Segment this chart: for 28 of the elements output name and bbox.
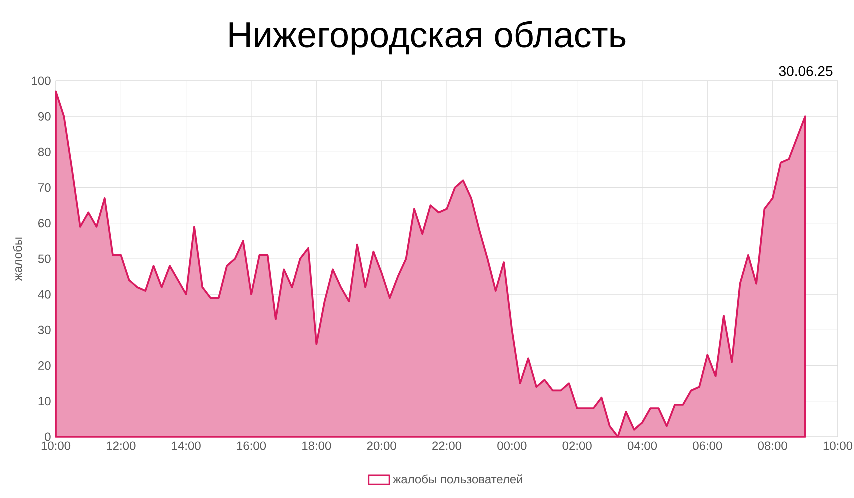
y-tick-label: 40 xyxy=(38,290,51,299)
x-tick-label: 14:00 xyxy=(172,442,201,450)
legend-label: жалобы пользователей xyxy=(393,474,522,484)
x-tick-label: 04:00 xyxy=(628,442,658,450)
x-tick-label: 10:00 xyxy=(42,442,71,450)
y-tick-label: 50 xyxy=(38,254,51,264)
x-tick-label: 02:00 xyxy=(562,442,592,450)
x-tick-label: 22:00 xyxy=(432,442,462,450)
x-tick-label: 08:00 xyxy=(758,442,788,450)
x-tick-label: 18:00 xyxy=(302,442,332,450)
text: 30.06.25 xyxy=(779,66,833,76)
y-axis-title: жалобы xyxy=(13,238,22,281)
y-tick-label: 60 xyxy=(38,219,51,228)
x-tick-label: 10:00 xyxy=(824,442,853,450)
y-tick-label: 0 xyxy=(45,432,51,442)
x-tick-label: 00:00 xyxy=(498,442,527,450)
y-tick-label: 20 xyxy=(38,362,51,370)
y-tick-label: 90 xyxy=(38,112,51,121)
y-tick-label: 100 xyxy=(32,76,51,86)
chart-title: Нижегородская область xyxy=(230,21,626,55)
x-tick-label: 06:00 xyxy=(693,442,722,450)
x-tick-label: 12:00 xyxy=(107,442,136,450)
x-tick-label: 16:00 xyxy=(237,442,266,450)
x-tick-label: 20:00 xyxy=(367,442,396,450)
y-tick-label: 30 xyxy=(38,326,51,334)
y-tick-label: 10 xyxy=(38,397,51,406)
y-tick-label: 70 xyxy=(38,184,51,192)
y-tick-label: 80 xyxy=(38,148,51,156)
